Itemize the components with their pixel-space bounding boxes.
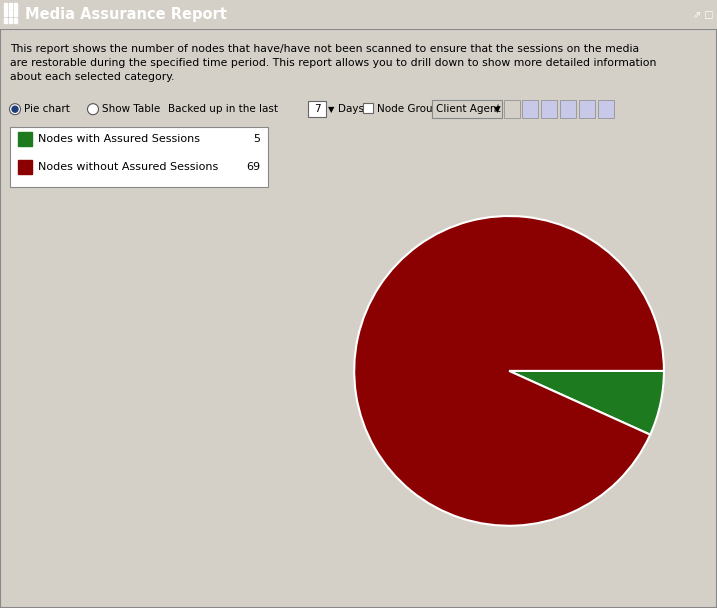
Bar xyxy=(9,18,12,23)
Circle shape xyxy=(9,104,21,115)
Bar xyxy=(14,10,17,16)
Bar xyxy=(14,3,17,9)
Text: 5: 5 xyxy=(253,134,260,144)
Bar xyxy=(18,160,32,174)
Bar xyxy=(10,127,268,187)
Bar xyxy=(560,100,576,118)
Bar xyxy=(363,103,373,113)
Text: 69: 69 xyxy=(246,162,260,172)
Bar xyxy=(9,3,12,9)
Bar xyxy=(9,10,12,16)
Bar xyxy=(432,100,502,118)
Bar xyxy=(4,10,7,16)
Wedge shape xyxy=(354,216,664,526)
Text: ⇗ □: ⇗ □ xyxy=(693,10,714,19)
Bar xyxy=(308,101,326,117)
Bar xyxy=(4,18,7,23)
Text: Client Agent: Client Agent xyxy=(436,104,500,114)
Circle shape xyxy=(12,106,18,112)
Wedge shape xyxy=(509,371,664,435)
Text: Nodes with Assured Sessions: Nodes with Assured Sessions xyxy=(38,134,200,144)
Bar xyxy=(522,100,538,118)
Text: This report shows the number of nodes that have/have not been scanned to ensure : This report shows the number of nodes th… xyxy=(10,44,639,54)
Text: Pie chart: Pie chart xyxy=(24,104,70,114)
Text: Nodes without Assured Sessions: Nodes without Assured Sessions xyxy=(38,162,218,172)
Bar xyxy=(579,100,595,118)
Text: ▼: ▼ xyxy=(328,105,335,114)
Text: 7: 7 xyxy=(314,104,320,114)
Bar xyxy=(504,100,520,118)
Text: Backed up in the last: Backed up in the last xyxy=(168,104,278,114)
Bar xyxy=(18,132,32,146)
Text: about each selected category.: about each selected category. xyxy=(10,72,174,82)
Bar xyxy=(14,18,17,23)
Text: Days: Days xyxy=(338,104,364,114)
Text: are restorable during the specified time period. This report allows you to drill: are restorable during the specified time… xyxy=(10,58,656,68)
Text: Node Group:: Node Group: xyxy=(377,104,443,114)
Text: ▼: ▼ xyxy=(494,105,500,114)
Text: Media Assurance Report: Media Assurance Report xyxy=(25,7,227,22)
Bar xyxy=(4,3,7,9)
Bar xyxy=(598,100,614,118)
Circle shape xyxy=(87,104,98,115)
Bar xyxy=(541,100,557,118)
Text: Show Table: Show Table xyxy=(102,104,161,114)
